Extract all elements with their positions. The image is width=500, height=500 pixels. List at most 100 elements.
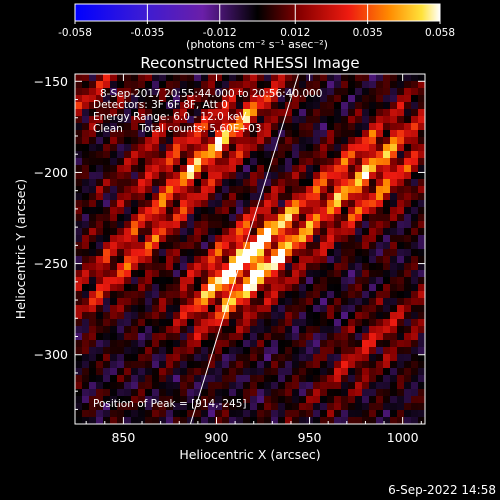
heatmap-cell [173,95,181,103]
heatmap-cell [292,389,300,397]
heatmap-cell [124,214,132,222]
heatmap-cell [292,298,300,306]
heatmap-cell [145,291,153,299]
heatmap-cell [376,221,384,229]
heatmap-cell [341,291,349,299]
heatmap-cell [306,193,314,201]
heatmap-cell [131,389,139,397]
heatmap-cell [187,284,195,292]
heatmap-cell [124,291,132,299]
heatmap-cell [334,221,342,229]
heatmap-cell [306,151,314,159]
heatmap-cell [397,291,405,299]
heatmap-cell [257,249,265,257]
heatmap-cell [271,375,279,383]
heatmap-cell [243,151,251,159]
heatmap-cell [264,144,272,152]
heatmap-cell [152,228,160,236]
heatmap-cell [131,270,139,278]
heatmap-cell [208,347,216,355]
heatmap-cell [376,368,384,376]
heatmap-cell [327,228,335,236]
heatmap-cell [187,249,195,257]
y-tick-label: −150 [34,74,68,89]
heatmap-cell [355,109,363,117]
heatmap-cell [306,340,314,348]
heatmap-cell [229,102,237,110]
heatmap-cell [369,298,377,306]
x-axis-ticks: 850 900 950 1000 [85,74,422,445]
heatmap-cell [75,193,83,201]
heatmap-cell [138,214,146,222]
heatmap-cell [334,186,342,194]
heatmap-cell [383,312,391,320]
heatmap-cell [355,88,363,96]
heatmap-cell [159,326,167,334]
heatmap-cell [404,354,412,362]
heatmap-cell [299,333,307,341]
heatmap-cell [376,396,384,404]
heatmap-cell [369,312,377,320]
heatmap-cell [103,263,111,271]
heatmap-cell [320,88,328,96]
heatmap-cell [166,158,174,166]
heatmap-cell [334,340,342,348]
heatmap-cell [187,319,195,327]
heatmap-cell [173,102,181,110]
heatmap-cell [341,116,349,124]
heatmap-cell [75,88,83,96]
heatmap-cell [75,340,83,348]
heatmap-cell [138,109,146,117]
plot-frame [74,73,426,425]
heatmap-cell [278,382,286,390]
heatmap-cell [194,277,202,285]
heatmap-cell [131,179,139,187]
heatmap-cell [131,291,139,299]
heatmap-cell [327,130,335,138]
heatmap-cell [257,340,265,348]
heatmap-cell [306,333,314,341]
heatmap-cell [376,144,384,152]
heatmap-cell [292,263,300,271]
heatmap-cell [166,151,174,159]
heatmap-cell [194,116,202,124]
heatmap-cell [299,214,307,222]
heatmap-cell [376,403,384,411]
heatmap-cell [362,235,370,243]
heatmap-cell [348,249,356,257]
heatmap-cell [390,333,398,341]
heatmap-cell [285,382,293,390]
heatmap-cell [327,396,335,404]
heatmap-cell [75,382,83,390]
heatmap-cell [404,375,412,383]
heatmap-cell [103,375,111,383]
heatmap-cell [334,207,342,215]
heatmap-cell [152,200,160,208]
y-tick-label: −300 [34,347,68,362]
heatmap-cell [411,263,419,271]
heatmap-cell [89,123,97,131]
heatmap-cell [390,235,398,243]
heatmap-cell [411,95,419,103]
heatmap-cell [96,207,104,215]
heatmap-cell [292,235,300,243]
heatmap-cell [75,354,83,362]
heatmap-cell [173,319,181,327]
heatmap-cell [124,186,132,194]
heatmap-cell [271,242,279,250]
heatmap-cell [180,417,188,424]
heatmap-cell [369,249,377,257]
heatmap-cell [320,221,328,229]
heatmap-cell [89,277,97,285]
heatmap-cell [96,319,104,327]
heatmap-cell [131,319,139,327]
heatmap-cell [348,417,356,424]
heatmap-cell [271,214,279,222]
heatmap-cell [187,137,195,145]
heatmap-cell [103,256,111,264]
heatmap-cell [152,403,160,411]
heatmap-cell [292,151,300,159]
heatmap-cell [117,74,125,82]
heatmap-cell [257,361,265,369]
heatmap-cell [215,158,223,166]
